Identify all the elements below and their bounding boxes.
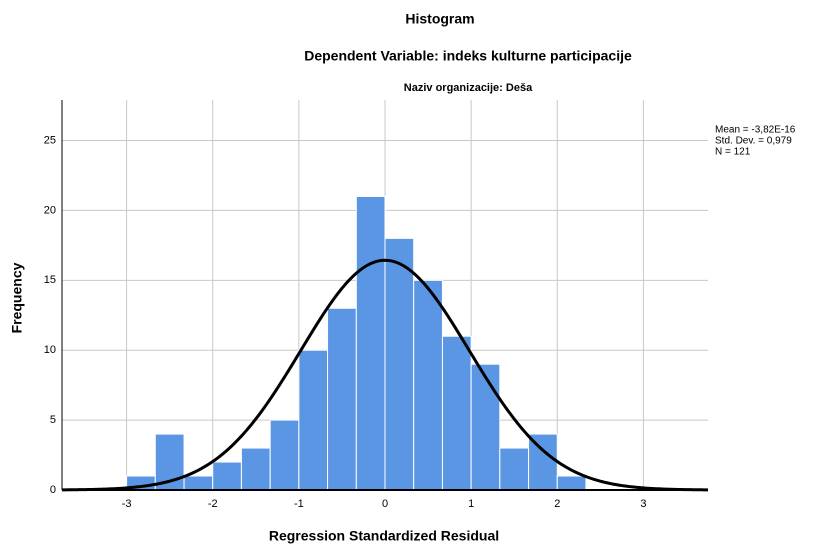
x-tick-label: -1 xyxy=(294,498,304,510)
chart-title: Histogram xyxy=(405,11,474,27)
x-axis-label: Regression Standardized Residual xyxy=(269,528,499,544)
stat-mean: Mean = -3,82E-16 xyxy=(715,125,796,136)
bar xyxy=(355,195,386,491)
bar xyxy=(240,447,271,491)
panel-title: Naziv organizacije: Deša xyxy=(404,82,533,94)
y-tick-label: 20 xyxy=(44,204,56,216)
y-axis-label: Frequency xyxy=(9,262,25,333)
normal-curve xyxy=(61,258,709,492)
bar xyxy=(212,461,242,491)
bar xyxy=(327,307,357,491)
chart-subtitle: Dependent Variable: indeks kulturne part… xyxy=(304,48,632,64)
x-tick-label: 3 xyxy=(640,498,646,510)
bar xyxy=(269,419,300,491)
y-tick-label: 25 xyxy=(44,134,56,146)
y-tick-label: 0 xyxy=(50,484,56,496)
x-tick-label: 0 xyxy=(382,498,388,510)
x-tick-label: 1 xyxy=(468,498,474,510)
stat-std: Std. Dev. = 0,979 xyxy=(715,136,792,147)
x-tick-label: -2 xyxy=(208,498,218,510)
x-tick-label: 2 xyxy=(554,498,560,510)
x-tick-label: -3 xyxy=(122,498,132,510)
bar xyxy=(556,475,587,491)
y-tick-label: 10 xyxy=(44,344,56,356)
bar xyxy=(183,475,214,491)
bar xyxy=(384,237,415,491)
y-tick-label: 5 xyxy=(50,414,56,426)
bar xyxy=(298,349,329,491)
bar xyxy=(413,279,443,491)
bar xyxy=(499,447,530,491)
y-tick-label: 15 xyxy=(44,274,56,286)
bar xyxy=(470,363,501,491)
bar xyxy=(441,335,472,491)
stat-n: N = 121 xyxy=(715,147,751,158)
